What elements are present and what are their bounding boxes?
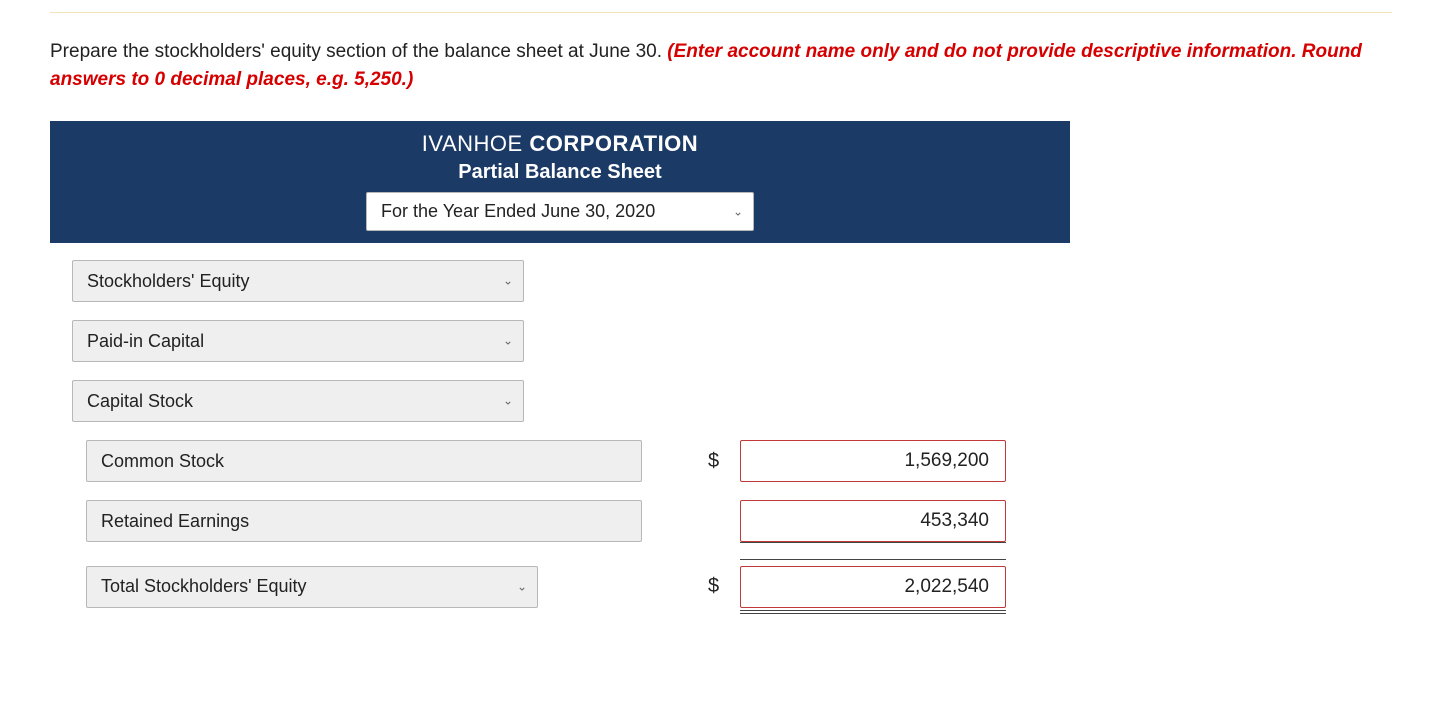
value-input-retained-earnings[interactable]: 453,340 <box>740 500 1006 542</box>
account-select-paid-in-capital[interactable]: Paid-in Capital ⌄ <box>72 320 524 362</box>
table-row: Paid-in Capital ⌄ <box>50 319 1070 363</box>
account-label: Common Stock <box>101 451 224 472</box>
value-text: 453,340 <box>920 510 989 532</box>
value-text: 1,569,200 <box>904 450 989 472</box>
value-input-total-stockholders-equity[interactable]: 2,022,540 <box>740 566 1006 608</box>
corporation-title: IVANHOE CORPORATION <box>50 131 1070 157</box>
account-input-retained-earnings[interactable]: Retained Earnings <box>86 500 642 542</box>
table-row: Common Stock $ 1,569,200 <box>50 439 1070 483</box>
instruction-text: Prepare the stockholders' equity section… <box>50 38 1392 93</box>
corp-name-right: CORPORATION <box>529 131 698 156</box>
balance-sheet-header: IVANHOE CORPORATION Partial Balance Shee… <box>50 121 1070 243</box>
balance-sheet-rows: Stockholders' Equity ⌄ Paid-in Capital ⌄… <box>50 259 1070 614</box>
account-select-stockholders-equity[interactable]: Stockholders' Equity ⌄ <box>72 260 524 302</box>
top-border <box>50 12 1392 20</box>
table-row: Retained Earnings 453,340 <box>50 499 1070 543</box>
value-text: 2,022,540 <box>904 576 989 598</box>
value-input-common-stock[interactable]: 1,569,200 <box>740 440 1006 482</box>
currency-symbol: $ <box>690 575 740 598</box>
table-row: Total Stockholders' Equity ⌄ $ 2,022,540 <box>50 559 1070 614</box>
table-row: Stockholders' Equity ⌄ <box>50 259 1070 303</box>
instruction-main: Prepare the stockholders' equity section… <box>50 41 667 62</box>
currency-symbol: $ <box>690 450 740 473</box>
account-label: Capital Stock <box>87 391 193 412</box>
chevron-down-icon: ⌄ <box>733 204 743 218</box>
account-select-capital-stock[interactable]: Capital Stock ⌄ <box>72 380 524 422</box>
account-label: Paid-in Capital <box>87 331 204 352</box>
account-label: Retained Earnings <box>101 511 249 532</box>
chevron-down-icon: ⌄ <box>517 579 527 593</box>
account-select-total-stockholders-equity[interactable]: Total Stockholders' Equity ⌄ <box>86 566 538 608</box>
account-input-common-stock[interactable]: Common Stock <box>86 440 642 482</box>
table-row: Capital Stock ⌄ <box>50 379 1070 423</box>
period-select-value: For the Year Ended June 30, 2020 <box>381 201 655 222</box>
chevron-down-icon: ⌄ <box>503 273 513 287</box>
account-label: Total Stockholders' Equity <box>101 576 307 597</box>
chevron-down-icon: ⌄ <box>503 393 513 407</box>
account-label: Stockholders' Equity <box>87 271 250 292</box>
sheet-subtitle: Partial Balance Sheet <box>50 161 1070 184</box>
period-select[interactable]: For the Year Ended June 30, 2020 ⌄ <box>366 192 754 231</box>
corp-name-left: IVANHOE <box>422 131 530 156</box>
chevron-down-icon: ⌄ <box>503 333 513 347</box>
